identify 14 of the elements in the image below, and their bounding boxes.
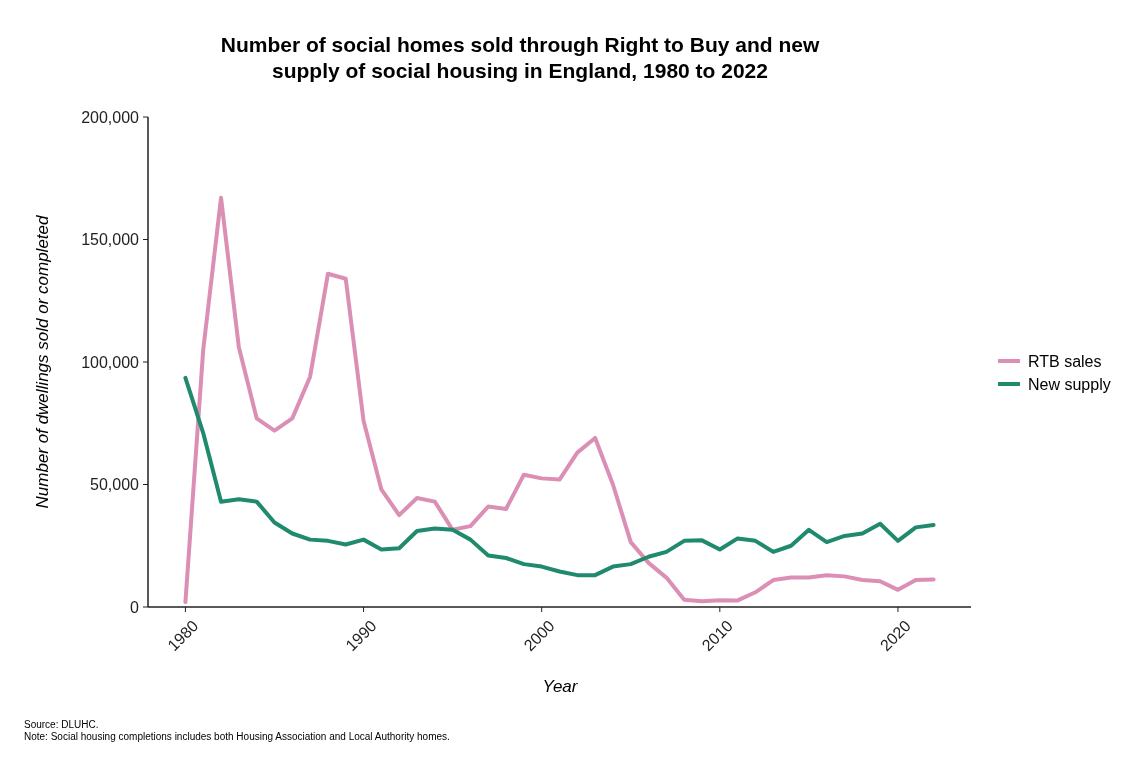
line-series [183,195,936,605]
line-series [183,375,936,578]
source-note: Source: DLUHC. [24,719,99,730]
y-tick-label: 0 [130,598,140,616]
legend-label: New supply [1028,375,1111,393]
chart-title: Number of social homes sold through Right to Buy and new supply of social housing in England, 1980 to 2022 [220,33,820,82]
text: Note: Social housing completions includes both Housing Association and Local Authority homes. [24,731,450,742]
y-tick-label: 150,000 [81,231,140,249]
y-tick-label: 200,000 [81,108,140,126]
y-tick-label: 50,000 [90,476,140,494]
legend-label: RTB sales [1028,352,1102,370]
y-axis-title: Number of dwellings sold or completed [33,215,52,509]
x-axis-title: Year [542,677,579,696]
y-tick-label: 100,000 [81,353,140,371]
